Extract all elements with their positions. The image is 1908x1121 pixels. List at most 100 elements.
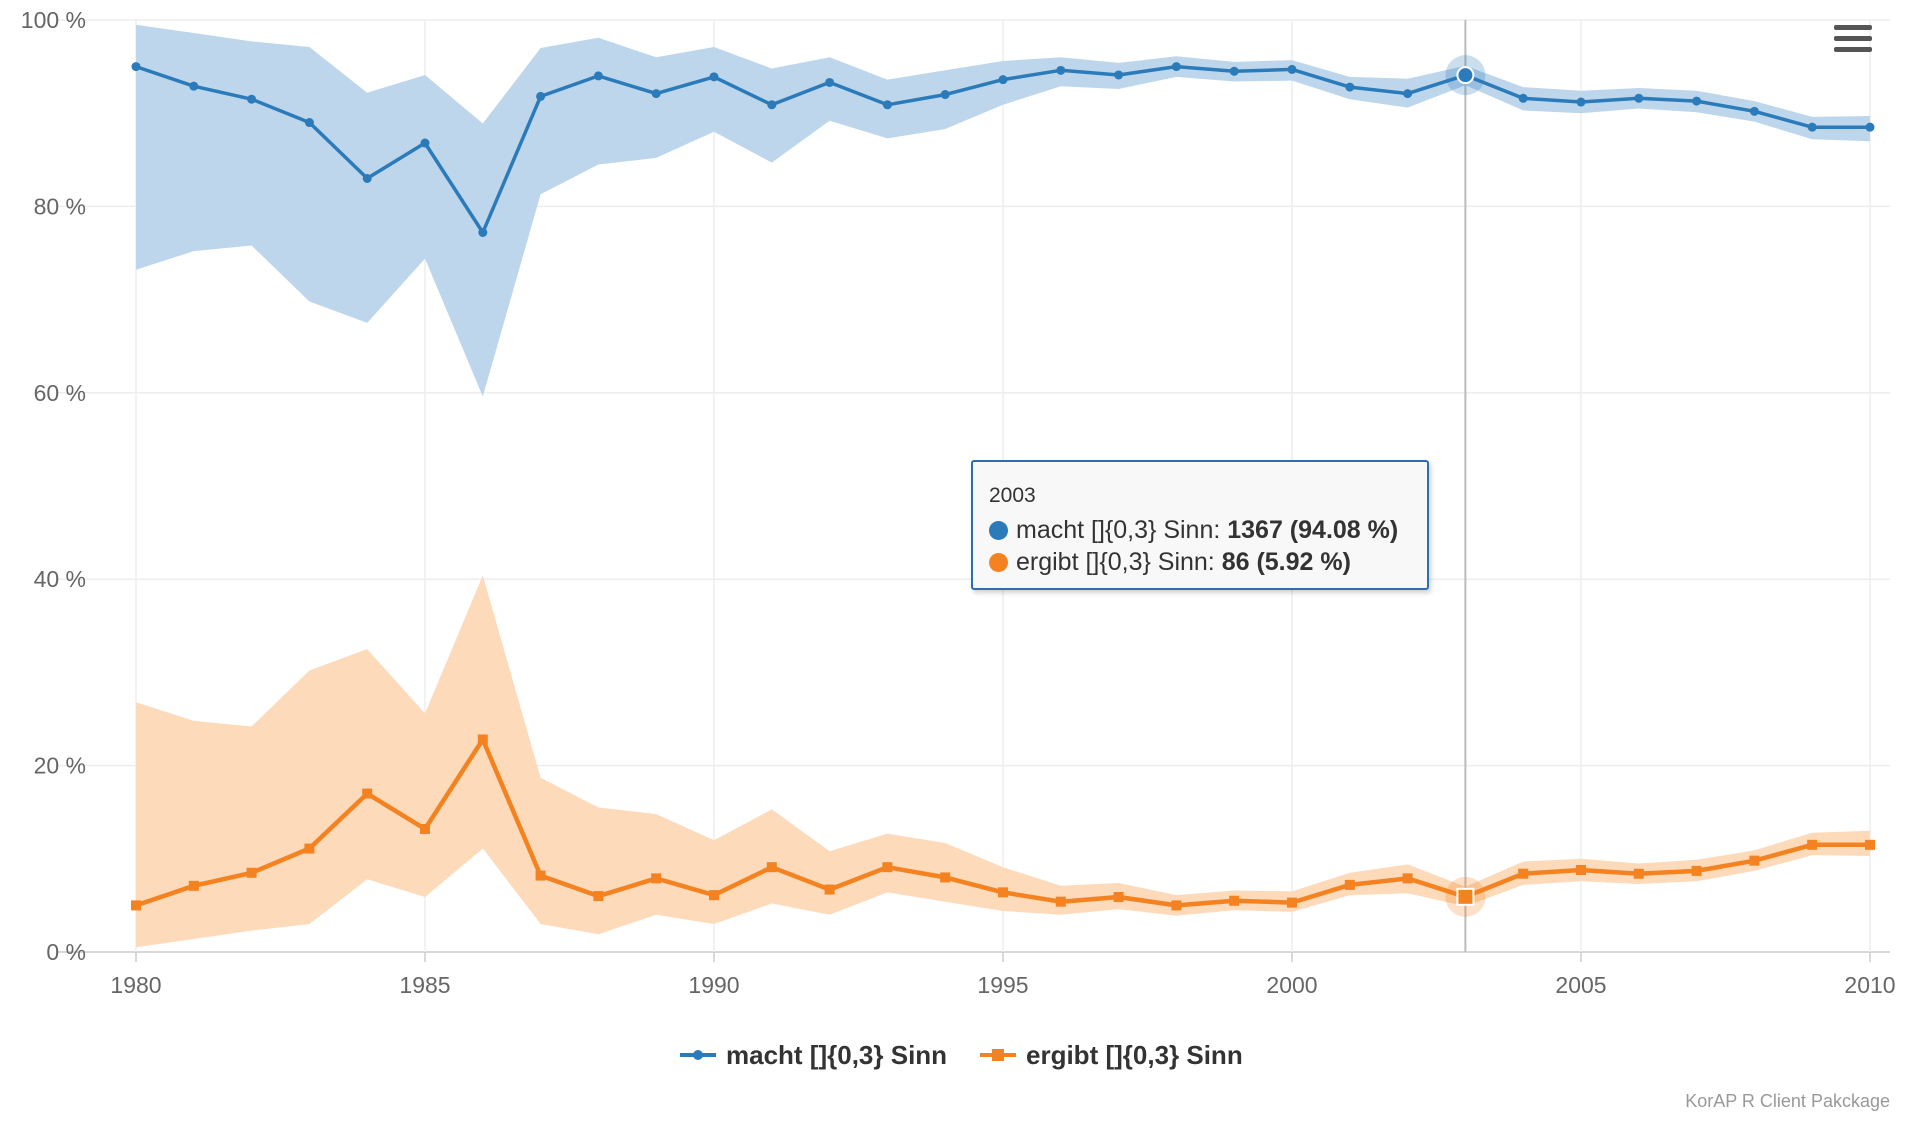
data-point[interactable]	[304, 118, 314, 128]
data-point[interactable]	[420, 823, 430, 834]
data-point[interactable]	[651, 873, 662, 884]
data-point[interactable]	[1865, 839, 1875, 850]
data-point[interactable]	[593, 891, 604, 902]
data-point[interactable]	[362, 173, 372, 183]
data-point[interactable]	[1171, 62, 1181, 72]
data-point[interactable]	[1807, 122, 1817, 132]
data-point[interactable]	[1576, 97, 1586, 107]
data-point[interactable]	[1691, 865, 1702, 876]
y-tick-label: 100 %	[21, 7, 86, 33]
data-point[interactable]	[1576, 864, 1586, 875]
data-point[interactable]	[1056, 65, 1066, 75]
data-point[interactable]	[882, 100, 892, 110]
data-point[interactable]	[767, 100, 777, 110]
confidence-band-0	[136, 24, 1870, 397]
data-point[interactable]	[1055, 896, 1066, 907]
credits-text[interactable]: KorAP R Client Pakckage	[1685, 1091, 1890, 1111]
data-point[interactable]	[825, 77, 835, 87]
x-tick-label: 1990	[688, 972, 739, 998]
data-point[interactable]	[1287, 64, 1297, 74]
data-point[interactable]	[246, 867, 257, 878]
confidence-band-1	[136, 575, 1870, 948]
menu-bar	[1834, 47, 1872, 52]
data-point[interactable]	[1456, 887, 1475, 906]
data-point[interactable]	[1344, 879, 1355, 890]
legend-item-1[interactable]: ergibt []{0,3} Sinn	[980, 1040, 1243, 1070]
data-point[interactable]	[1749, 106, 1759, 116]
legend[interactable]: macht []{0,3} Sinn ergibt []{0,3} Sinn	[680, 1040, 1243, 1070]
data-point[interactable]	[189, 81, 199, 91]
y-tick-label: 80 %	[34, 193, 86, 219]
legend-marker-icon	[693, 1050, 703, 1060]
x-tick-label: 2000	[1266, 972, 1317, 998]
data-point[interactable]	[940, 90, 950, 100]
tooltip-value: 1367 (94.08 %)	[1227, 516, 1399, 544]
x-tick-label: 1995	[977, 972, 1028, 998]
data-point[interactable]	[709, 890, 719, 901]
tooltip-label: macht []{0,3} Sinn:	[1016, 516, 1228, 544]
data-point[interactable]	[247, 94, 257, 104]
data-point[interactable]	[998, 887, 1008, 898]
tooltip-row-ergibt: ergibt []{0,3} Sinn: 86 (5.92 %)	[989, 546, 1411, 578]
data-point[interactable]	[478, 227, 488, 237]
data-point[interactable]	[651, 89, 661, 99]
data-point[interactable]	[362, 788, 373, 799]
axis-tick-labels: 0 % 20 % 40 % 60 % 80 % 100 % 1980 1985 1990 1995…	[21, 7, 1896, 998]
data-point[interactable]	[1518, 93, 1528, 103]
data-point[interactable]	[1171, 900, 1182, 911]
data-point[interactable]	[1749, 855, 1760, 866]
legend-item-0[interactable]: macht []{0,3} Sinn	[680, 1040, 947, 1070]
y-tick-label: 60 %	[34, 380, 86, 406]
data-point[interactable]	[1113, 892, 1124, 903]
data-point[interactable]	[1229, 895, 1240, 906]
tooltip-value: 86 (5.92 %)	[1221, 548, 1351, 576]
data-point[interactable]	[940, 872, 951, 883]
data-point[interactable]	[1402, 873, 1413, 884]
data-point[interactable]	[131, 900, 141, 911]
data-point[interactable]	[1345, 82, 1355, 92]
y-tick-label: 20 %	[34, 753, 86, 779]
data-point[interactable]	[1287, 897, 1297, 908]
data-point[interactable]	[1692, 96, 1702, 106]
y-tick-label: 0 %	[46, 939, 86, 965]
data-point[interactable]	[536, 91, 546, 101]
hamburger-menu-icon[interactable]	[1828, 20, 1878, 64]
legend-label: macht []{0,3} Sinn	[726, 1040, 947, 1070]
series-dot-icon	[989, 521, 1008, 540]
data-point[interactable]	[1114, 70, 1124, 80]
data-point[interactable]	[304, 843, 315, 854]
data-point[interactable]	[1229, 66, 1239, 76]
confidence-bands	[136, 24, 1870, 948]
tooltip-row-macht: macht []{0,3} Sinn: 1367 (94.08 %)	[989, 514, 1411, 546]
y-tick-label: 40 %	[34, 566, 86, 592]
data-point[interactable]	[1456, 66, 1475, 85]
data-point[interactable]	[1403, 89, 1413, 99]
data-point[interactable]	[477, 734, 488, 745]
data-point[interactable]	[1518, 868, 1529, 879]
data-point[interactable]	[593, 71, 603, 81]
data-point[interactable]	[709, 72, 719, 82]
data-point[interactable]	[766, 862, 777, 873]
data-point[interactable]	[1634, 93, 1644, 103]
series-dot-icon	[989, 553, 1008, 572]
menu-bar	[1834, 36, 1872, 41]
legend-marker-icon	[992, 1049, 1004, 1061]
legend-label: ergibt []{0,3} Sinn	[1026, 1040, 1243, 1070]
data-point[interactable]	[1807, 839, 1818, 850]
data-point[interactable]	[1865, 122, 1875, 132]
menu-bar	[1834, 25, 1872, 30]
data-point[interactable]	[882, 862, 893, 873]
data-point[interactable]	[188, 880, 199, 891]
data-point[interactable]	[535, 870, 546, 881]
series-markers[interactable]	[131, 55, 1875, 917]
data-point[interactable]	[131, 62, 141, 72]
data-point[interactable]	[1633, 868, 1644, 879]
data-point[interactable]	[998, 75, 1008, 85]
x-tick-label: 1985	[399, 972, 450, 998]
x-tick-label: 1980	[110, 972, 161, 998]
data-point[interactable]	[824, 884, 835, 895]
tooltip: 2003 macht []{0,3} Sinn: 1367 (94.08 %) …	[971, 460, 1429, 590]
data-point[interactable]	[420, 138, 430, 148]
x-tick-label: 2005	[1555, 972, 1606, 998]
